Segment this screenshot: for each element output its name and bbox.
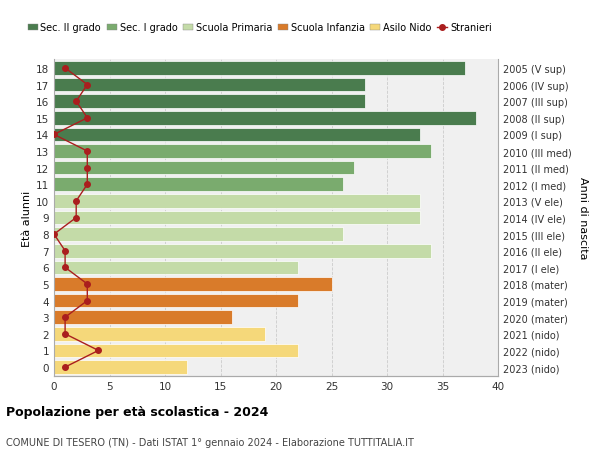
Text: Popolazione per età scolastica - 2024: Popolazione per età scolastica - 2024: [6, 405, 268, 419]
Bar: [54, 145, 431, 158]
Y-axis label: Età alunni: Età alunni: [22, 190, 32, 246]
Y-axis label: Anni di nascita: Anni di nascita: [578, 177, 588, 259]
Bar: [54, 244, 431, 258]
Bar: [54, 95, 365, 109]
Bar: [54, 211, 421, 225]
Bar: [54, 129, 421, 142]
Bar: [54, 261, 298, 274]
Bar: [54, 344, 298, 358]
Bar: [54, 327, 265, 341]
Bar: [54, 311, 232, 325]
Bar: [54, 178, 343, 192]
Bar: [54, 162, 354, 175]
Bar: [54, 195, 421, 208]
Text: COMUNE DI TESERO (TN) - Dati ISTAT 1° gennaio 2024 - Elaborazione TUTTITALIA.IT: COMUNE DI TESERO (TN) - Dati ISTAT 1° ge…: [6, 437, 414, 447]
Legend: Sec. II grado, Sec. I grado, Scuola Primaria, Scuola Infanzia, Asilo Nido, Stran: Sec. II grado, Sec. I grado, Scuola Prim…: [28, 23, 491, 34]
Bar: [54, 360, 187, 374]
Bar: [54, 294, 298, 308]
Bar: [54, 78, 365, 92]
Bar: [54, 228, 343, 241]
Bar: [54, 62, 465, 76]
Bar: [54, 278, 332, 291]
Bar: [54, 112, 476, 125]
